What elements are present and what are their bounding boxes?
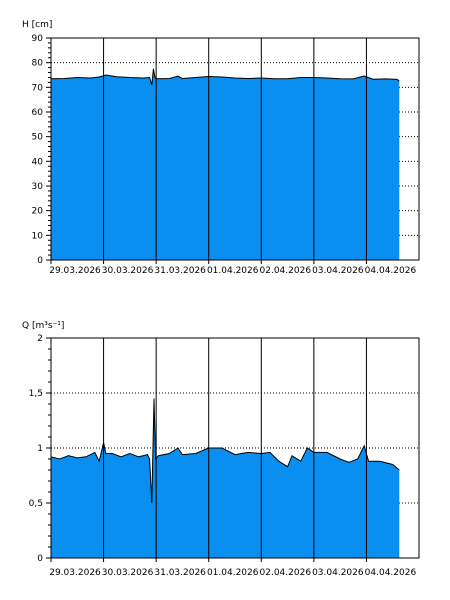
q-x-tick-label: 01.04.2026 [207, 568, 259, 578]
h-x-tick-label: 30.03.2026 [102, 266, 154, 276]
q-x-tick-label: 30.03.2026 [102, 568, 154, 578]
q-x-tick-label: 31.03.2026 [154, 568, 206, 578]
q-series-area [51, 398, 400, 558]
h-y-tick-label: 40 [32, 157, 44, 167]
h-x-tick-label: 31.03.2026 [154, 266, 206, 276]
h-y-tick-label: 50 [32, 133, 44, 143]
h-x-tick-label: 03.04.2026 [312, 266, 364, 276]
q-x-tick-label: 29.03.2026 [49, 568, 101, 578]
q-x-tick-label: 04.04.2026 [365, 568, 417, 578]
q-y-axis-label: Q [m³s⁻¹] [22, 321, 64, 331]
h-plot-border [50, 37, 420, 261]
h-y-axis-label: H [cm] [22, 20, 52, 30]
q-y-tick-label: 1 [37, 444, 43, 454]
h-y-tick-label: 90 [32, 34, 44, 44]
q-x-tick-label: 02.04.2026 [260, 568, 312, 578]
h-y-tick-label: 70 [32, 83, 44, 93]
h-x-tick-label: 01.04.2026 [207, 266, 259, 276]
h-x-tick-label: 02.04.2026 [260, 266, 312, 276]
h-y-tick-label: 30 [32, 182, 44, 192]
q-x-tick-label: 03.04.2026 [312, 568, 364, 578]
q-plot-border [50, 337, 420, 559]
h-y-tick-label: 60 [32, 108, 44, 118]
h-x-tick-label: 04.04.2026 [365, 266, 417, 276]
q-y-tick-label: 1,5 [29, 389, 43, 399]
h-x-tick-label: 29.03.2026 [49, 266, 101, 276]
q-y-tick-label: 2 [37, 334, 43, 344]
h-series-area [51, 68, 400, 260]
h-y-tick-label: 20 [32, 207, 44, 217]
h-y-tick-label: 80 [32, 59, 44, 69]
h-y-tick-label: 0 [37, 256, 43, 266]
q-y-tick-label: 0 [37, 554, 43, 564]
q-y-tick-label: 0,5 [29, 499, 43, 509]
h-series-line [50, 68, 400, 86]
h-chart: 29.03.2026 30.03.2026 31.03.2026 01.04.2026… [22, 20, 420, 276]
q-chart: 29.03.2026 30.03.2026 31.03.2026 01.04.2026… [22, 321, 420, 578]
h-y-tick-label: 10 [32, 231, 44, 241]
